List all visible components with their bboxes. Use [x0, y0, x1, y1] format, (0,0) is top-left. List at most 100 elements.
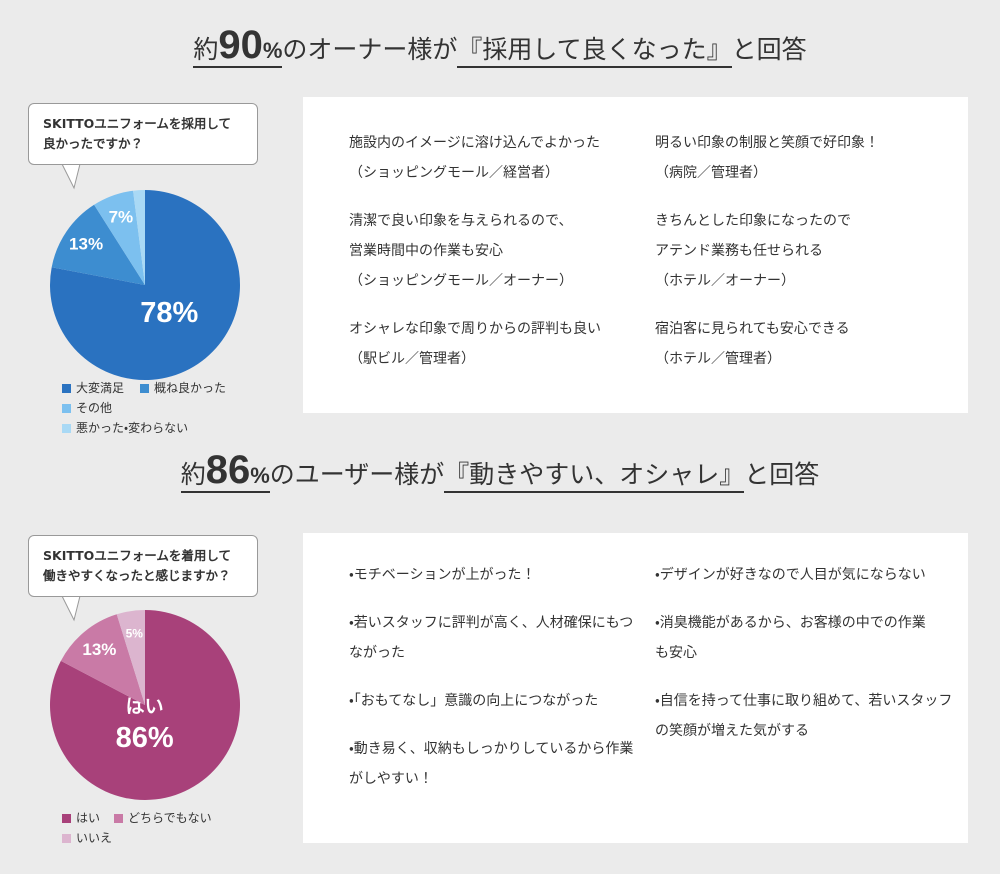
legend-swatch — [140, 383, 149, 393]
legend-label: 大変満足 — [76, 381, 125, 395]
slice-value-label: 7% — [109, 207, 134, 226]
slice-value-label: 86% — [116, 722, 174, 754]
question-text: 良かったですか？ — [43, 136, 144, 151]
heading-text: のオーナー様が — [282, 35, 458, 64]
comment-line: の笑顔が増えた気がする — [655, 723, 809, 739]
comment: ・若いスタッフに評判が高く、人材確保にもつ ながった — [349, 608, 633, 668]
comment-box: 施設内のイメージに溶け込んでよかった （ショッピングモール／経営者） 清潔で良い印象… — [303, 97, 968, 413]
legend-swatch — [114, 813, 124, 823]
slice-value-label: 5% — [126, 627, 144, 641]
comment-line: （病院／管理者） — [655, 165, 767, 181]
comment-line: ・モチベーションが上がった！ — [349, 567, 536, 583]
question-text: SKITTOユニフォームを採用して — [43, 116, 232, 131]
heading-text: 約 — [193, 35, 219, 64]
heading-text: % — [250, 463, 270, 488]
heading-underline: 約86% — [180, 448, 270, 493]
comment: ・「おもてなし」意識の向上につながった — [349, 686, 633, 716]
slice-category-label: はい — [126, 697, 164, 718]
legend-entry: いいえ — [62, 828, 112, 848]
comment-line: 宿泊客に見られても安心できる — [655, 321, 850, 337]
slice-value-label: 13% — [82, 640, 116, 659]
legend-label: はい — [76, 811, 101, 825]
comment-line: ・消臭機能があるから、お客様の中での作業 — [655, 615, 926, 631]
comment-line: がしやすい！ — [349, 771, 433, 787]
comment-column: 施設内のイメージに溶け込んでよかった （ショッピングモール／経営者） 清潔で良い印象… — [349, 128, 601, 392]
legend-swatch — [62, 833, 71, 843]
comment-line: （ホテル／オーナー） — [655, 273, 795, 289]
section-heading: 約90%のオーナー様が『採用して良くなった』と回答 — [0, 20, 1000, 76]
pie-slice — [49, 610, 241, 801]
section-heading: 約86%のユーザー様が『動きやすい、オシャレ』と回答 — [0, 445, 1000, 501]
comment-line: オシャレな印象で周りからの評判も良い — [349, 321, 601, 337]
comment-line: （ショッピングモール／オーナー） — [349, 273, 573, 289]
question-bubble: SKITTOユニフォームを採用して 良かったですか？ — [28, 103, 258, 165]
slice-value-label: 13% — [69, 234, 103, 253]
comment-line: アテンド業務も任せられる — [655, 243, 823, 259]
comment-line: （ホテル／管理者） — [655, 351, 781, 367]
comment-line: ・デザインが好きなので人目が気にならない — [655, 567, 926, 583]
bubble-tail-outline — [61, 595, 81, 622]
legend-entry: 概ね良かった — [140, 378, 226, 398]
bubble-tail-outline — [61, 163, 81, 190]
question-text: 働きやすくなったと感じますか？ — [43, 568, 231, 583]
heading-underline: 約90% — [193, 23, 283, 68]
legend-label: 悪かった・変わらない — [76, 421, 189, 435]
comment-line: きちんとした印象になったので — [655, 213, 851, 229]
legend-label: その他 — [76, 401, 113, 415]
legend-swatch — [62, 423, 71, 433]
heading-text: 約 — [180, 460, 206, 489]
heading-text: と回答 — [731, 35, 807, 64]
comment-line: ・自信を持って仕事に取り組めて、若いスタッフ — [655, 693, 953, 709]
comment: ・消臭機能があるから、お客様の中での作業 も安心 — [655, 608, 952, 668]
comment-line: 施設内のイメージに溶け込んでよかった — [349, 135, 601, 151]
comment: 明るい印象の制服と笑顔で好印象！ （病院／管理者） — [655, 128, 879, 188]
heading-text: 『採用して良くなった』 — [457, 35, 732, 68]
legend-label: どちらでもない — [128, 811, 212, 825]
comment-line: 明るい印象の制服と笑顔で好印象！ — [655, 135, 879, 151]
legend-swatch — [62, 403, 71, 413]
pie-slice — [116, 610, 145, 705]
legend-label: 概ね良かった — [154, 381, 227, 395]
comment-column: ・デザインが好きなので人目が気にならない ・消臭機能があるから、お客様の中での作業… — [655, 560, 952, 764]
legend-entry: 悪かった・変わらない — [62, 418, 188, 438]
comment-line: （ショッピングモール／経営者） — [349, 165, 559, 181]
heading-text: 『動きやすい、オシャレ』 — [444, 460, 745, 493]
comment-line: ながった — [349, 645, 405, 661]
comment-line: ・「おもてなし」意識の向上につながった — [349, 693, 599, 709]
heading-text: % — [262, 38, 283, 63]
legend-entry: 大変満足 — [62, 378, 126, 398]
comment-column: 明るい印象の制服と笑顔で好印象！ （病院／管理者） きちんとした印象になったので アテ… — [655, 128, 879, 392]
pie-slice — [60, 614, 145, 705]
heading-text: 86 — [205, 448, 251, 492]
legend: はい どちらでもないいいえ — [62, 808, 272, 848]
legend: 大変満足 概ね良かったその他悪かった・変わらない — [62, 378, 272, 438]
heading-text: のユーザー様が — [269, 460, 445, 489]
legend-label: いいえ — [76, 831, 113, 845]
comment-line: ・若いスタッフに評判が高く、人材確保にもつ — [349, 615, 634, 631]
comment-line: 清潔で良い印象を与えられるので、 — [349, 213, 573, 229]
pie-slice — [94, 190, 145, 285]
pie-slice — [51, 204, 146, 285]
comment-box: ・モチベーションが上がった！ ・若いスタッフに評判が高く、人材確保にもつ ながった・… — [303, 533, 968, 843]
comment: ・モチベーションが上がった！ — [349, 560, 633, 590]
comment-line: ・動き易く、収納もしっかりしているから作業 — [349, 741, 634, 757]
legend-entry: どちらでもない — [114, 808, 212, 828]
comment-line: も安心 — [655, 645, 697, 661]
legend-swatch — [62, 383, 71, 393]
heading-text: と回答 — [744, 460, 820, 489]
comment-column: ・モチベーションが上がった！ ・若いスタッフに評判が高く、人材確保にもつ ながった・… — [349, 560, 633, 812]
comment: ・デザインが好きなので人目が気にならない — [655, 560, 952, 590]
comment-line: （駅ビル／管理者） — [349, 351, 475, 367]
comment: ・自信を持って仕事に取り組めて、若いスタッフ の笑顔が増えた気がする — [655, 686, 952, 746]
comment-line: 営業時間中の作業も安心 — [349, 243, 503, 259]
comment: オシャレな印象で周りからの評判も良い （駅ビル／管理者） — [349, 314, 601, 374]
slice-value-label: 78% — [140, 297, 198, 329]
legend-swatch — [62, 813, 71, 823]
question-text: SKITTOユニフォームを着用して — [43, 548, 232, 563]
pie-slice — [133, 190, 145, 285]
legend-entry: その他 — [62, 398, 126, 418]
comment: ・動き易く、収納もしっかりしているから作業 がしやすい！ — [349, 734, 633, 794]
comment: 施設内のイメージに溶け込んでよかった （ショッピングモール／経営者） — [349, 128, 601, 188]
